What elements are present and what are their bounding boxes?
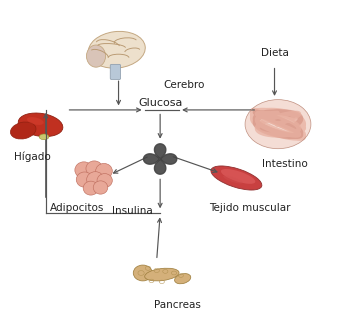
Text: Glucosa: Glucosa: [138, 98, 182, 108]
Text: Pancreas: Pancreas: [154, 300, 201, 310]
Ellipse shape: [96, 163, 112, 179]
Ellipse shape: [245, 100, 311, 149]
Ellipse shape: [133, 265, 152, 281]
Ellipse shape: [76, 172, 93, 187]
Ellipse shape: [27, 117, 44, 125]
Ellipse shape: [211, 166, 262, 190]
Ellipse shape: [88, 31, 145, 68]
Ellipse shape: [221, 169, 255, 184]
Text: Hígado: Hígado: [14, 151, 50, 162]
Text: Tejido muscular: Tejido muscular: [209, 203, 291, 213]
Ellipse shape: [87, 172, 104, 188]
Polygon shape: [143, 144, 177, 174]
Ellipse shape: [175, 273, 191, 284]
Text: Cerebro: Cerebro: [164, 80, 205, 90]
Text: Intestino: Intestino: [262, 159, 308, 169]
Ellipse shape: [93, 181, 108, 194]
Ellipse shape: [75, 162, 93, 178]
Ellipse shape: [10, 122, 36, 139]
Ellipse shape: [39, 134, 49, 140]
Ellipse shape: [223, 176, 243, 183]
Ellipse shape: [83, 181, 98, 195]
Text: Adipocitos: Adipocitos: [50, 203, 104, 213]
Ellipse shape: [97, 174, 112, 188]
Ellipse shape: [87, 45, 105, 67]
Ellipse shape: [145, 268, 179, 281]
Text: Dieta: Dieta: [261, 48, 288, 58]
Ellipse shape: [18, 113, 63, 137]
Text: Insulina: Insulina: [112, 206, 153, 216]
FancyBboxPatch shape: [110, 64, 121, 80]
Ellipse shape: [86, 161, 103, 176]
